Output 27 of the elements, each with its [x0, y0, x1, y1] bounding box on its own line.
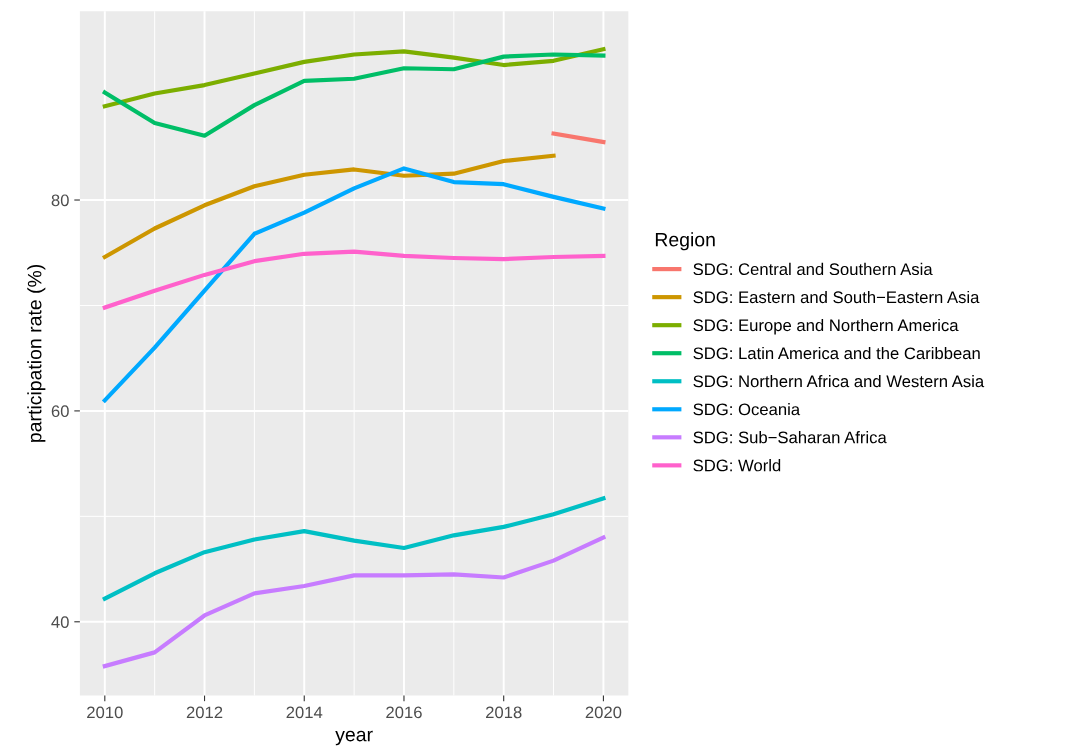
x-tick-label: 2018 — [486, 706, 522, 719]
legend-title: Region — [655, 232, 715, 251]
line-series — [102, 52, 606, 138]
line-series — [102, 166, 606, 403]
x-tick-label: 2014 — [286, 706, 323, 719]
x-axis-title: year — [335, 730, 373, 746]
line-series — [102, 153, 556, 260]
line-series — [102, 535, 606, 669]
line-series — [102, 249, 606, 310]
legend-label: SDG: World — [693, 459, 781, 472]
y-tick-label: 80 — [51, 194, 69, 207]
legend-label: SDG: Central and Southern Asia — [693, 262, 933, 276]
y-axis-title: participation rate (%) — [27, 264, 46, 442]
x-tick-label: 2020 — [585, 706, 622, 719]
legend-label: SDG: Europe and Northern America — [693, 318, 959, 335]
x-tick-label: 2010 — [87, 706, 123, 719]
legend-label: SDG: Oceania — [693, 403, 801, 416]
line-series — [102, 496, 606, 601]
legend-label: SDG: Latin America and the Caribbean — [693, 346, 980, 360]
line-series — [102, 47, 606, 109]
legend-label: SDG: Sub−Saharan Africa — [693, 431, 887, 444]
x-tick-label: 2012 — [186, 706, 223, 719]
y-tick-label: 60 — [51, 405, 69, 418]
legend-label: SDG: Eastern and South−Eastern Asia — [693, 290, 980, 304]
x-tick-label: 2016 — [386, 706, 422, 719]
y-tick-label: 40 — [51, 616, 69, 628]
legend-label: SDG: Northern Africa and Western Asia — [693, 375, 985, 388]
